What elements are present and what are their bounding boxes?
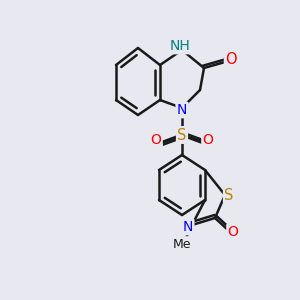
Text: Me: Me	[173, 238, 191, 250]
Text: O: O	[202, 133, 213, 147]
Text: O: O	[151, 133, 161, 147]
Text: O: O	[225, 52, 237, 68]
Text: O: O	[228, 225, 238, 239]
Text: N: N	[177, 103, 187, 117]
Text: S: S	[224, 188, 234, 202]
Text: S: S	[177, 128, 187, 142]
Text: N: N	[183, 220, 193, 234]
Text: NH: NH	[169, 39, 190, 53]
